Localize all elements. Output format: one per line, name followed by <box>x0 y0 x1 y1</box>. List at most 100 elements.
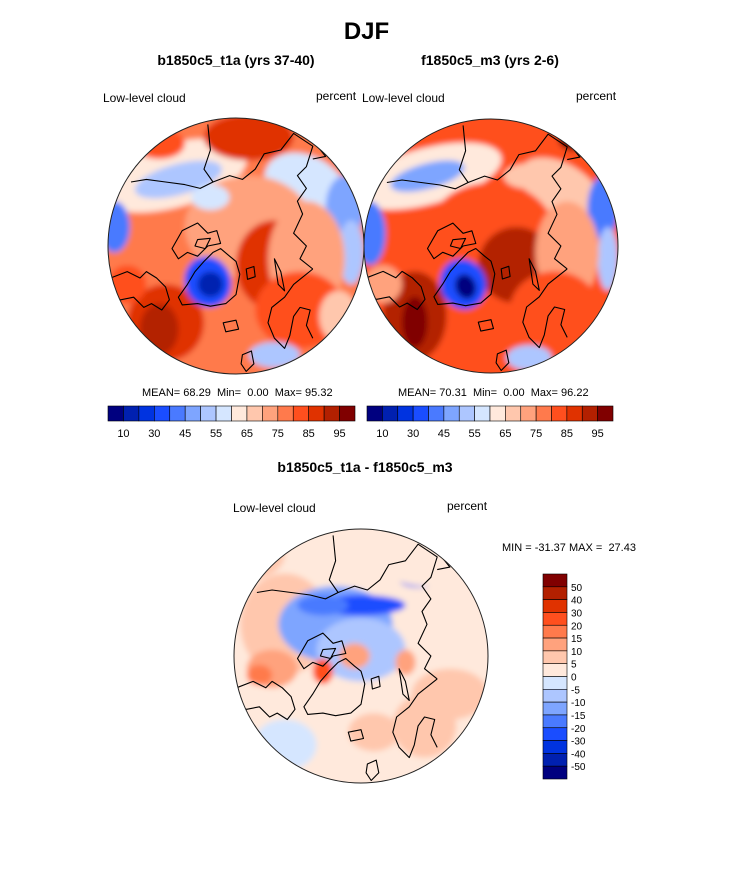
colorbar-box <box>581 405 598 422</box>
contour-region <box>395 649 416 676</box>
coastline-british-isles <box>365 759 380 782</box>
colorbar-box <box>535 405 552 422</box>
colorbar-panel-1: 10 30 45 55 65 75 85 95 <box>107 405 356 440</box>
min-label: Min= <box>472 387 498 399</box>
contour-region <box>134 160 222 199</box>
field-contours <box>108 118 364 374</box>
coastline-canadian-archipelago <box>171 222 222 260</box>
coastline-british-isles <box>240 350 255 372</box>
coastline-alaska <box>130 124 214 189</box>
min-value: 0.00 <box>503 387 525 399</box>
coastline-novaya-zemlya <box>528 258 540 291</box>
map-1-field <box>108 118 364 374</box>
panel-3-left-label: Low-level cloud <box>233 501 316 515</box>
panel-3-stats: MIN = -31.37 MAX = 27.43 <box>502 542 636 554</box>
coastlines <box>236 535 451 782</box>
max-value: 27.43 <box>608 542 636 554</box>
colorbar-tick-label: -20 <box>571 724 586 735</box>
contour-region <box>234 529 285 580</box>
map-panel-3 <box>233 528 489 784</box>
map-3-border <box>233 528 489 784</box>
colorbar-box <box>200 405 217 422</box>
colorbar-box <box>292 405 309 422</box>
min-value: -31.37 <box>534 542 566 554</box>
colorbar-box <box>542 573 568 588</box>
colorbar-tick-label: 5 <box>571 660 577 671</box>
colorbar-tick-label: 0 <box>571 673 577 684</box>
panel-1-stats: MEAN= 68.29 Min= 0.00 Max= 95.32 <box>142 387 333 399</box>
colorbar-tick-label: 50 <box>571 583 583 594</box>
coastline-british-isles <box>495 349 510 372</box>
coastline-novaya-zemlya <box>398 668 410 702</box>
coastline-alaska <box>256 535 339 600</box>
coastline-greenland <box>433 247 496 307</box>
colorbar-tick-label: 40 <box>571 596 583 607</box>
colorbar-box <box>231 405 248 422</box>
map-panel-2 <box>363 118 619 374</box>
max-value: 95.32 <box>305 387 333 399</box>
colorbar-box <box>246 405 263 422</box>
colorbar-box <box>542 586 568 600</box>
colorbar-box <box>542 637 568 652</box>
colorbar-tick-label: 30 <box>571 608 583 619</box>
coastline-alaska <box>386 125 469 190</box>
contour-region <box>253 719 317 771</box>
coastlines <box>110 124 327 372</box>
colorbar-tick-label: 95 <box>592 428 604 440</box>
colorbar-box <box>366 405 383 422</box>
colorbar-tick-label: 15 <box>571 634 583 645</box>
mean-label: MEAN= <box>142 387 181 399</box>
colorbar-box <box>542 714 568 729</box>
colorbar-tick-label: -40 <box>571 749 586 760</box>
colorbar-box <box>412 405 429 422</box>
colorbar-box <box>107 405 124 422</box>
colorbar-box <box>566 405 583 422</box>
colorbar-box <box>542 689 568 703</box>
field-contours <box>234 529 488 783</box>
contour-region <box>558 125 589 151</box>
mean-label: MEAN= <box>398 387 437 399</box>
colorbar-box <box>154 405 171 422</box>
colorbar-box <box>474 405 491 422</box>
min-label: MIN = <box>502 542 532 554</box>
coastline-scandinavia <box>267 268 314 349</box>
coastline-siberia <box>467 133 568 270</box>
colorbar-tick-label: -10 <box>571 698 586 709</box>
contour-region <box>297 595 349 616</box>
colorbar-box <box>428 405 445 422</box>
colorbar-box <box>505 405 522 422</box>
colorbar-box <box>542 727 568 741</box>
panel-2-title: f1850c5_m3 (yrs 2-6) <box>421 52 559 68</box>
contour-region <box>402 296 428 348</box>
colorbar-box <box>542 612 568 626</box>
colorbar-tick-label: 30 <box>407 428 419 440</box>
mean-value: 68.29 <box>183 387 211 399</box>
coastline-siberia <box>212 132 314 270</box>
contour-region <box>248 342 300 368</box>
contour-region <box>348 713 400 752</box>
panel-2-stats: MEAN= 70.31 Min= 0.00 Max= 96.22 <box>398 387 589 399</box>
colorbar-tick-label: -50 <box>571 762 586 773</box>
colorbar-box <box>382 405 399 422</box>
colorbar-panel-2: 10 30 45 55 65 75 85 95 <box>366 405 614 440</box>
colorbar-box <box>542 599 568 613</box>
coastline-svalbard <box>500 265 511 280</box>
coastline-north-america <box>110 271 170 311</box>
panel-3-right-label: percent <box>447 499 488 513</box>
figure-title: DJF <box>343 18 390 45</box>
colorbar-tick-label: 10 <box>117 428 129 440</box>
contour-region <box>503 163 555 189</box>
colorbar-box <box>542 701 568 716</box>
colorbar-box <box>215 405 232 422</box>
colorbar-tick-label: 20 <box>571 621 583 632</box>
colorbar-tick-label: 30 <box>148 428 160 440</box>
panel-3-title: b1850c5_t1a - f1850c5_m3 <box>277 459 453 475</box>
coastline-svalbard <box>370 675 381 690</box>
colorbar-box <box>169 405 186 422</box>
colorbar-box <box>542 624 568 639</box>
colorbar-tick-label: -30 <box>571 737 586 748</box>
colorbar-box <box>339 405 356 422</box>
colorbar-tick-label: 10 <box>376 428 388 440</box>
colorbar-box <box>262 405 279 422</box>
colorbar-box <box>458 405 475 422</box>
